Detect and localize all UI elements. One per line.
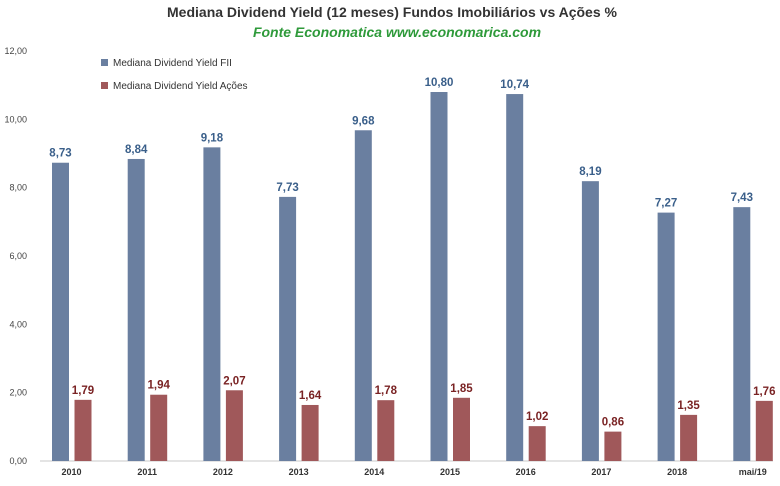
bar-acoes: [680, 414, 698, 461]
bar-fii: [203, 147, 221, 461]
data-label-acoes: 1,02: [526, 411, 548, 423]
bar-fii: [354, 130, 372, 461]
y-tick-label: 10,00: [4, 114, 27, 124]
x-tick-label: 2013: [289, 467, 309, 477]
data-label-fii: 10,74: [500, 79, 529, 91]
data-label-acoes: 0,86: [602, 417, 624, 429]
bar-acoes: [301, 404, 319, 461]
data-label-fii: 8,84: [125, 144, 148, 156]
data-label-acoes: 1,76: [753, 386, 775, 398]
bar-acoes: [377, 400, 395, 461]
chart-subtitle: Fonte Economatica www.economarica.com: [253, 24, 541, 40]
y-tick-label: 2,00: [9, 388, 27, 398]
chart-title: Mediana Dividend Yield (12 meses) Fundos…: [167, 4, 618, 20]
data-label-fii: 7,27: [655, 198, 677, 210]
data-label-acoes: 1,85: [450, 383, 473, 395]
data-label-fii: 7,73: [276, 182, 298, 194]
x-axis-ticks: 2010 2011 2012 2013 2014 2015 2016 2017 2018 mai/…: [61, 467, 766, 477]
x-tick-label: 2016: [516, 467, 536, 477]
x-tick-label: 2012: [213, 467, 233, 477]
bar-acoes: [528, 426, 546, 461]
bar-fii: [506, 94, 524, 462]
bar-acoes: [755, 400, 773, 461]
bar-acoes: [225, 390, 243, 461]
x-tick-label: 2010: [61, 467, 81, 477]
bar-fii: [430, 92, 448, 461]
x-tick-label: 2011: [137, 467, 157, 477]
data-label-fii: 9,18: [201, 132, 224, 144]
data-labels-group: 8,73 1,79 8,84 1,94 9,18 2,07 7,73 1,64 9,68 1,78…: [49, 77, 775, 429]
data-label-fii: 8,73: [49, 148, 71, 160]
bar-acoes: [74, 399, 92, 461]
data-label-acoes: 2,07: [223, 375, 245, 387]
data-label-acoes: 1,64: [299, 390, 322, 402]
data-label-fii: 7,43: [731, 192, 753, 204]
y-tick-label: 8,00: [9, 183, 27, 193]
data-label-fii: 8,19: [579, 166, 601, 178]
bar-fii: [279, 196, 297, 461]
bar-fii: [127, 158, 145, 461]
y-tick-label: 4,00: [9, 319, 27, 329]
data-label-acoes: 1,35: [677, 400, 700, 412]
legend-label-fii: Mediana Dividend Yield FII: [113, 58, 232, 69]
y-tick-label: 12,00: [4, 46, 27, 56]
x-tick-label: 2014: [364, 467, 384, 477]
data-label-acoes: 1,79: [72, 385, 94, 397]
x-tick-label: 2017: [591, 467, 611, 477]
x-tick-label: 2018: [667, 467, 687, 477]
bar-acoes: [604, 431, 622, 461]
bar-acoes: [453, 397, 470, 461]
data-label-fii: 10,80: [425, 77, 454, 89]
y-tick-label: 6,00: [9, 251, 27, 261]
y-axis-ticks: 0,00 2,00 4,00 6,00 8,00 10,00 12,00: [4, 46, 27, 466]
data-label-acoes: 1,94: [148, 380, 171, 392]
legend-swatch-fii: [101, 59, 108, 66]
legend-swatch-acoes: [101, 82, 108, 89]
data-label-fii: 9,68: [352, 115, 375, 127]
data-label-acoes: 1,78: [375, 385, 398, 397]
legend-label-acoes: Mediana Dividend Yield Ações: [113, 81, 248, 92]
bar-fii: [52, 162, 69, 461]
legend: Mediana Dividend Yield FII Mediana Divid…: [101, 58, 248, 92]
bar-acoes: [150, 394, 168, 461]
bars-group: [52, 92, 773, 462]
bar-fii: [657, 212, 675, 461]
x-tick-label: 2015: [440, 467, 460, 477]
bar-fii: [733, 207, 751, 461]
x-tick-label: mai/19: [739, 467, 767, 477]
bar-fii: [581, 181, 599, 462]
y-tick-label: 0,00: [9, 456, 27, 466]
